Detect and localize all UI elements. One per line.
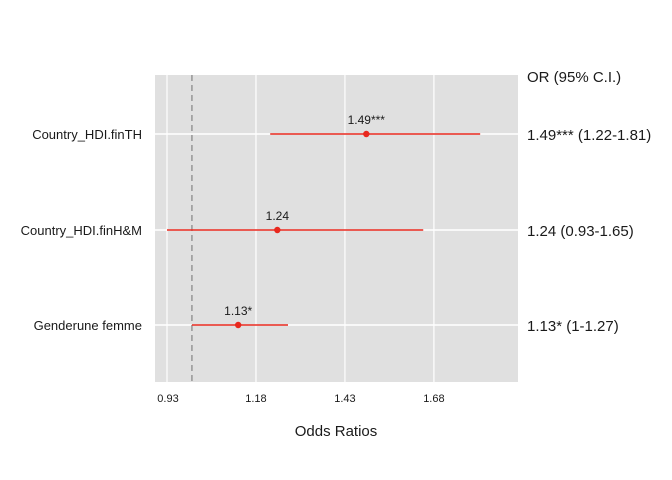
row-label: Country_HDI.finH&M bbox=[21, 223, 142, 238]
or-column-header: OR (95% C.I.) bbox=[527, 69, 621, 86]
x-tick-labels: 0.93 1.18 1.43 1.68 bbox=[157, 393, 444, 405]
plot-panel bbox=[155, 75, 518, 382]
row-label: Country_HDI.finTH bbox=[32, 127, 142, 142]
or-column: 1.49*** (1.22-1.81) 1.24 (0.93-1.65) 1.13*… bbox=[527, 127, 651, 335]
estimate-point bbox=[274, 226, 281, 234]
or-ci-text: 1.24 (0.93-1.65) bbox=[527, 223, 634, 240]
estimate-point bbox=[234, 321, 242, 329]
estimate-point bbox=[363, 130, 370, 138]
point-label: 1.13* bbox=[224, 304, 252, 318]
x-axis-title: Odds Ratios bbox=[295, 423, 378, 440]
x-tick-label: 1.18 bbox=[245, 393, 266, 405]
or-ci-text: 1.49*** (1.22-1.81) bbox=[527, 127, 651, 144]
x-tick-label: 1.43 bbox=[334, 393, 355, 405]
point-label: 1.24 bbox=[266, 209, 290, 223]
row-label: Genderune femme bbox=[34, 318, 142, 333]
or-ci-text: 1.13* (1-1.27) bbox=[527, 318, 619, 335]
point-label: 1.49*** bbox=[348, 113, 386, 127]
row-labels: Country_HDI.finTH Country_HDI.finH&M Gende… bbox=[21, 127, 142, 333]
x-tick-label: 0.93 bbox=[157, 393, 178, 405]
x-tick-label: 1.68 bbox=[423, 393, 444, 405]
estimates: 1.49*** 1.24 1.13* bbox=[167, 113, 481, 329]
